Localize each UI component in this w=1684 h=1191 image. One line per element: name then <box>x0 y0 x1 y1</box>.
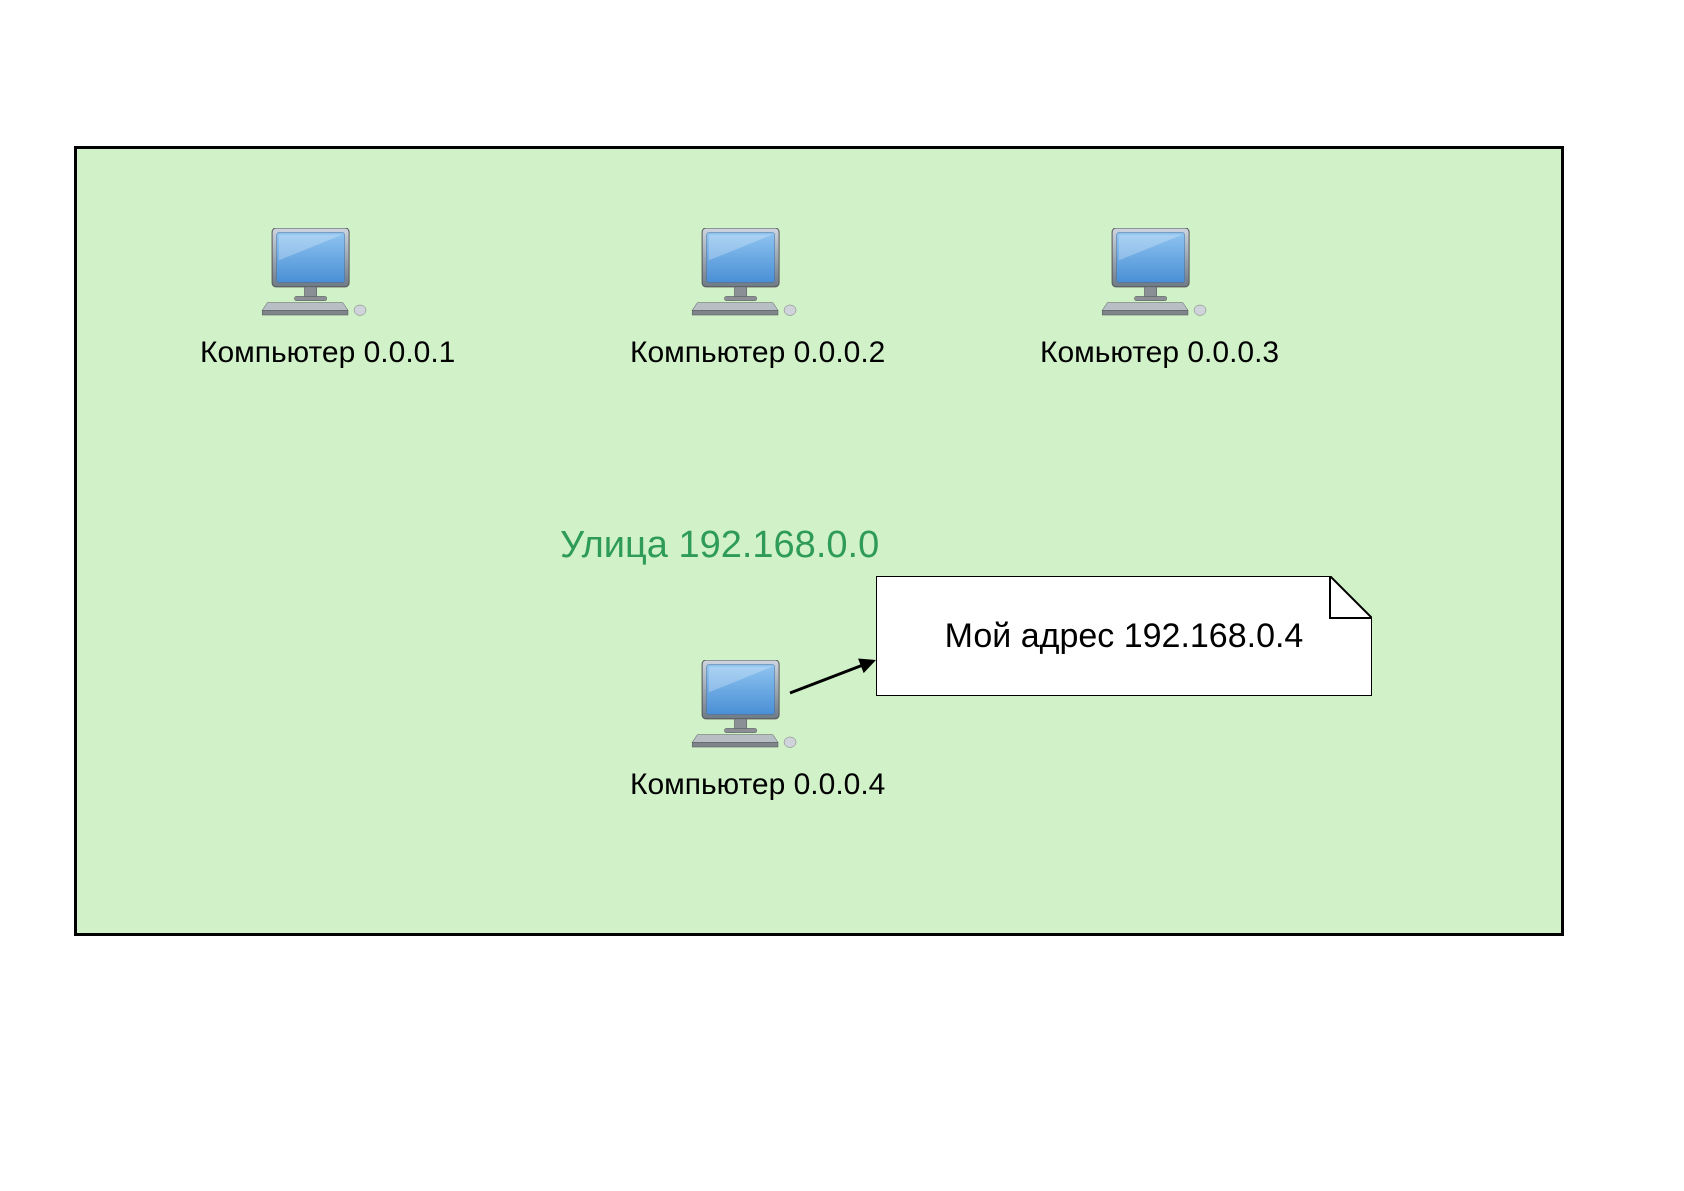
computer-icon <box>1100 228 1210 328</box>
diagram-canvas: Улица 192.168.0.0 Компьютер 0.0.0.1 <box>0 0 1684 1191</box>
computer-icon <box>690 228 800 328</box>
computer-label: Компьютер 0.0.0.4 <box>630 768 860 802</box>
computer-label: Комьютер 0.0.0.3 <box>1040 336 1270 370</box>
network-title-text: Улица 192.168.0.0 <box>560 524 879 566</box>
address-note: Мой адрес 192.168.0.4 <box>876 576 1372 696</box>
address-note-text: Мой адрес 192.168.0.4 <box>945 617 1304 656</box>
computer-icon <box>260 228 370 328</box>
computer-node-pc3: Комьютер 0.0.0.3 <box>1040 228 1270 370</box>
computer-label: Компьютер 0.0.0.1 <box>200 336 430 370</box>
network-title: Улица 192.168.0.0 <box>560 524 879 567</box>
computer-node-pc2: Компьютер 0.0.0.2 <box>630 228 860 370</box>
computer-node-pc1: Компьютер 0.0.0.1 <box>200 228 430 370</box>
computer-label: Компьютер 0.0.0.2 <box>630 336 860 370</box>
